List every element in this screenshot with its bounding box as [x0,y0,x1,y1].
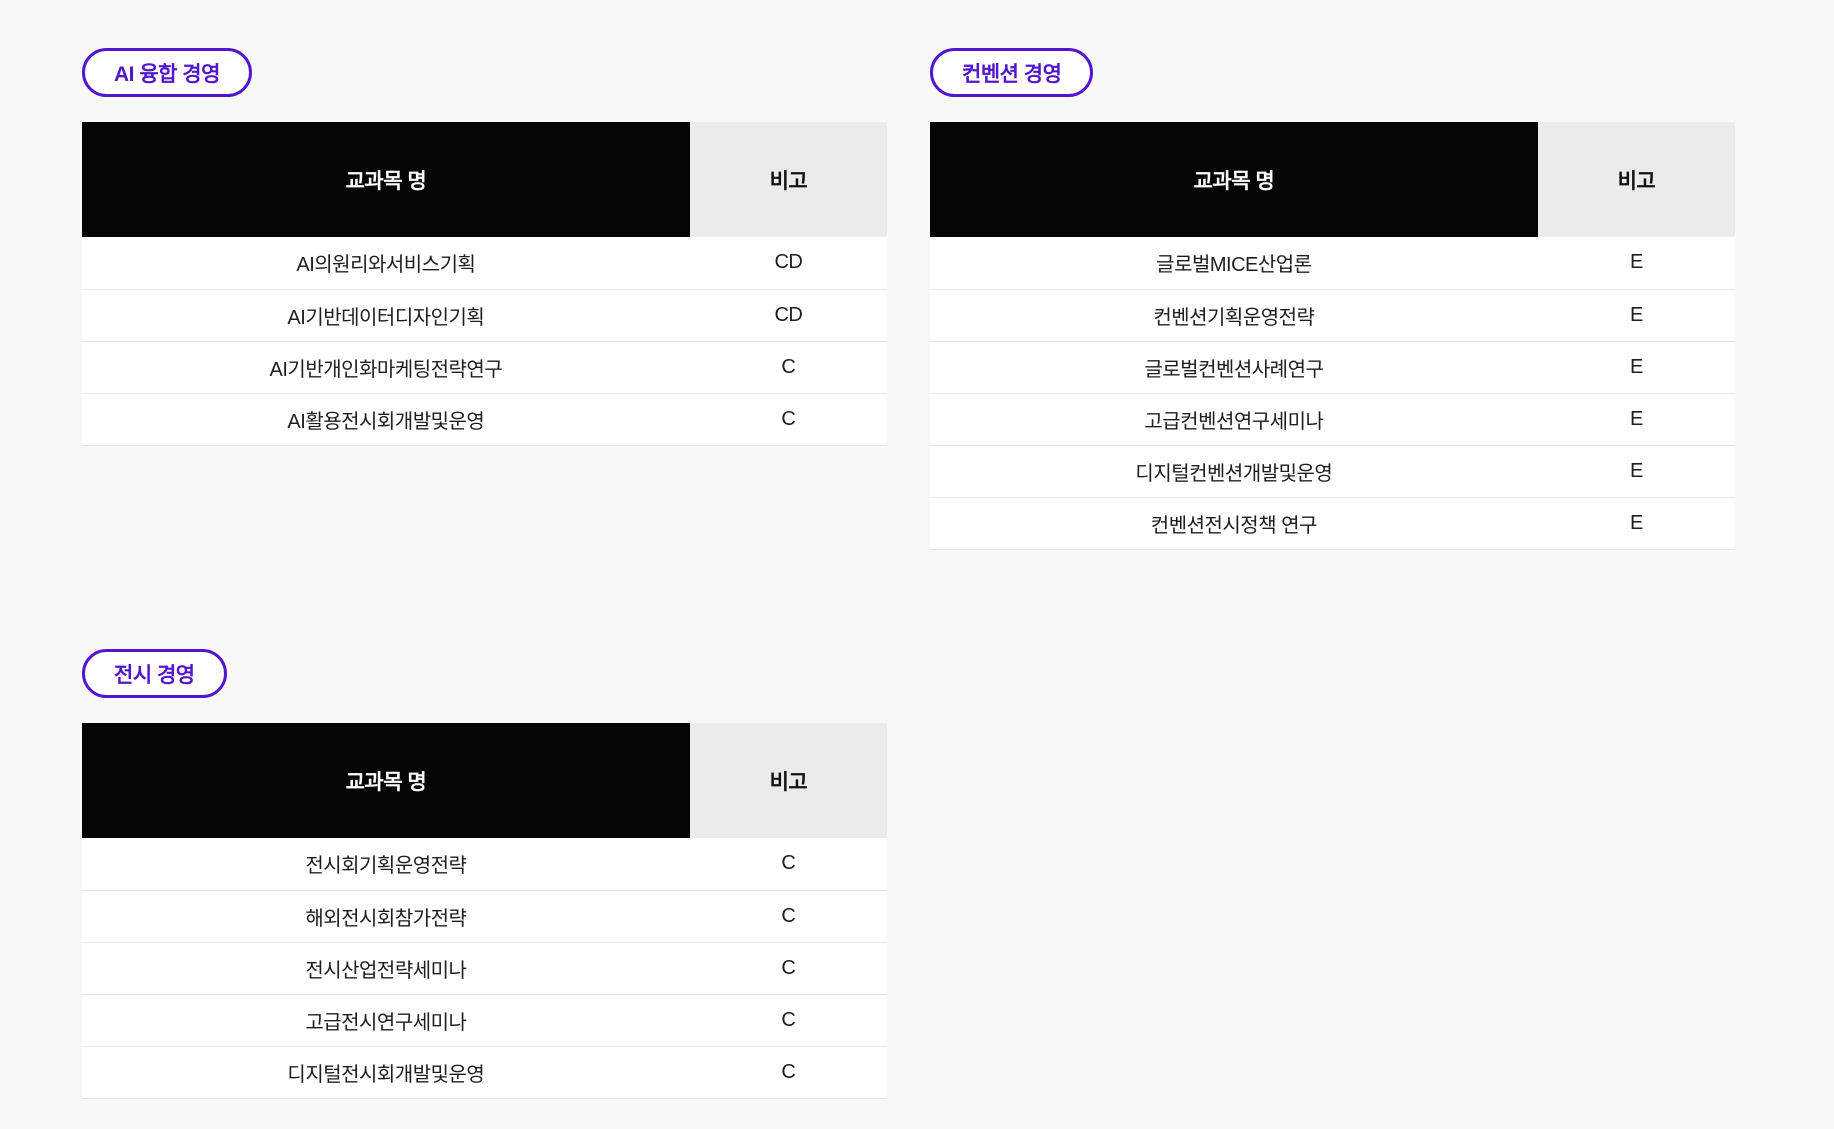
course-note-cell: CD [689,289,887,342]
course-name-cell: 디지털컨벤션개발및운영 [930,445,1538,498]
course-note-cell: E [1537,341,1735,394]
table-row: 전시산업전략세미나 C [82,942,887,995]
course-name-cell: 글로벌MICE산업론 [930,237,1538,290]
table-row: AI의원리와서비스기획 CD [82,237,887,290]
course-name-cell: 해외전시회참가전략 [82,890,690,943]
column-header-course-name: 교과목 명 [930,122,1538,237]
course-table: 교과목 명 비고 전시회기획운영전략 C 해외전시회참가전략 C 전시산업전략세… [82,723,887,1099]
section-convention: 컨벤션 경영 교과목 명 비고 글로벌MICE산업론 E 컨벤션기획운영전략 E… [930,48,1735,550]
course-note-cell: E [1537,289,1735,342]
course-table: 교과목 명 비고 글로벌MICE산업론 E 컨벤션기획운영전략 E 글로벌컨벤션… [930,122,1735,550]
table-header-row: 교과목 명 비고 [930,122,1735,237]
table-row: 디지털컨벤션개발및운영 E [930,445,1735,498]
course-name-cell: 글로벌컨벤션사례연구 [930,341,1538,394]
table-row: 글로벌MICE산업론 E [930,237,1735,290]
course-name-cell: 디지털전시회개발및운영 [82,1046,690,1099]
course-name-cell: 전시산업전략세미나 [82,942,690,995]
table-row: 고급전시연구세미나 C [82,994,887,1047]
column-header-note: 비고 [689,723,887,838]
course-note-cell: E [1537,445,1735,498]
table-row: AI기반데이터디자인기획 CD [82,289,887,342]
table-row: 컨벤션전시정책 연구 E [930,497,1735,550]
course-note-cell: C [689,838,887,891]
table-row: AI활용전시회개발및운영 C [82,393,887,446]
column-header-note: 비고 [1537,122,1735,237]
course-name-cell: AI활용전시회개발및운영 [82,393,690,446]
course-note-cell: C [689,994,887,1047]
course-note-cell: C [689,890,887,943]
table-row: 전시회기획운영전략 C [82,838,887,891]
course-name-cell: 컨벤션전시정책 연구 [930,497,1538,550]
course-name-cell: AI기반개인화마케팅전략연구 [82,341,690,394]
course-name-cell: AI의원리와서비스기획 [82,237,690,290]
table-header-row: 교과목 명 비고 [82,122,887,237]
course-note-cell: C [689,1046,887,1099]
category-badge-label: 전시 경영 [114,663,195,687]
table-row: 글로벌컨벤션사례연구 E [930,341,1735,394]
category-badge: AI 융합 경영 [82,48,252,97]
course-name-cell: 컨벤션기획운영전략 [930,289,1538,342]
column-header-course-name: 교과목 명 [82,122,690,237]
category-badge: 컨벤션 경영 [930,48,1094,97]
course-note-cell: C [689,942,887,995]
column-header-note: 비고 [689,122,887,237]
course-name-cell: 고급전시연구세미나 [82,994,690,1047]
category-badge: 전시 경영 [82,649,227,698]
table-row: AI기반개인화마케팅전략연구 C [82,341,887,394]
course-note-cell: C [689,341,887,394]
table-row: 고급컨벤션연구세미나 E [930,393,1735,446]
table-row: 디지털전시회개발및운영 C [82,1046,887,1099]
course-note-cell: CD [689,237,887,290]
column-header-course-name: 교과목 명 [82,723,690,838]
table-row: 해외전시회참가전략 C [82,890,887,943]
course-name-cell: 고급컨벤션연구세미나 [930,393,1538,446]
course-name-cell: AI기반데이터디자인기획 [82,289,690,342]
course-note-cell: E [1537,497,1735,550]
course-note-cell: E [1537,237,1735,290]
category-badge-label: 컨벤션 경영 [962,62,1062,86]
course-table: 교과목 명 비고 AI의원리와서비스기획 CD AI기반데이터디자인기획 CD … [82,122,887,446]
course-note-cell: C [689,393,887,446]
category-badge-label: AI 융합 경영 [114,62,220,86]
table-header-row: 교과목 명 비고 [82,723,887,838]
course-name-cell: 전시회기획운영전략 [82,838,690,891]
section-ai-convergence: AI 융합 경영 교과목 명 비고 AI의원리와서비스기획 CD AI기반데이터… [82,48,887,446]
course-note-cell: E [1537,393,1735,446]
table-row: 컨벤션기획운영전략 E [930,289,1735,342]
section-exhibition: 전시 경영 교과목 명 비고 전시회기획운영전략 C 해외전시회참가전략 C 전… [82,649,887,1099]
